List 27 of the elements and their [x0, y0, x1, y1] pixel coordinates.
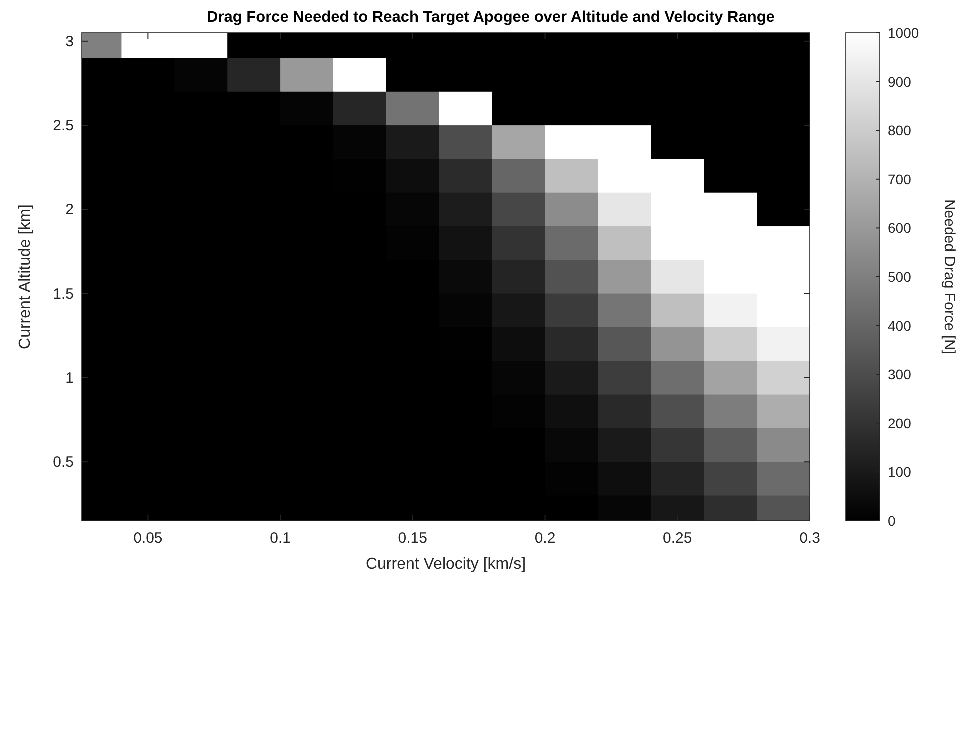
y-tick-label: 1.5 [53, 286, 74, 303]
color-bar-label: 600 [888, 220, 912, 236]
color-bar-label: 0 [888, 513, 896, 529]
x-tick-label: 0.3 [800, 530, 820, 547]
y-tick-label: 2 [66, 202, 74, 219]
color-bar-label: 200 [888, 415, 912, 432]
color-bar-title: Needed Drag Force [N] [941, 199, 958, 355]
y-tick-label: 0.5 [53, 454, 74, 472]
y-tick-label: 3 [66, 33, 74, 50]
y-axis-title: Current Altitude [km] [17, 204, 34, 350]
x-tick-label: 0.2 [534, 530, 556, 547]
color-bar-label: 400 [888, 318, 912, 334]
color-bar-label: 500 [888, 269, 912, 285]
x-tick-label: 0.25 [663, 530, 692, 547]
x-tick-label: 0.15 [398, 530, 428, 547]
color-bar-label: 300 [888, 366, 912, 383]
y-tick-label: 2.5 [53, 118, 74, 135]
color-bar-label: 700 [888, 171, 912, 188]
y-tick-label: 1 [66, 370, 74, 387]
x-axis-title: Current Velocity [km/s] [366, 556, 526, 573]
color-bar-label: 1000 [888, 25, 920, 41]
color-bar-label: 800 [888, 122, 912, 139]
x-tick-label: 0.1 [270, 530, 291, 547]
x-tick-label: 0.05 [134, 530, 163, 547]
color-bar-label: 900 [888, 74, 912, 90]
chart-title: Drag Force Needed to Reach Target Apogee over Altitude and Velocity Range [207, 9, 776, 26]
color-bar-label: 100 [888, 464, 912, 480]
